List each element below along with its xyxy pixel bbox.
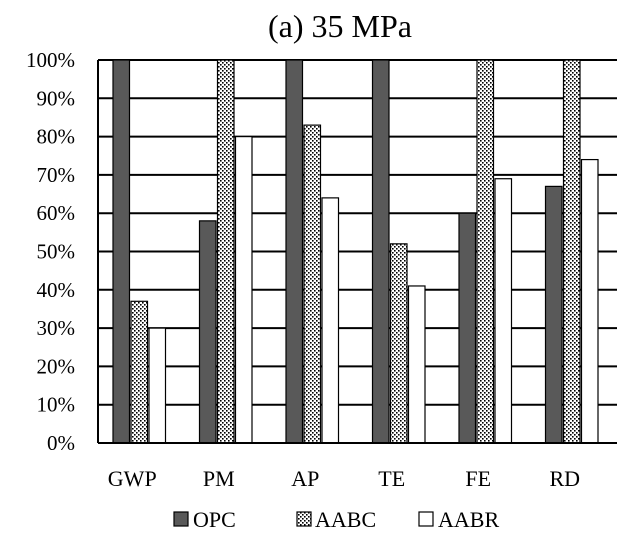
x-tick-label: GWP [108,466,157,491]
bar-aabr-fe [494,178,513,444]
y-tick-label: 80% [37,125,76,149]
bar-aabr-te [407,285,426,444]
y-tick-label: 30% [37,316,76,340]
bars [112,59,599,444]
bar-aabc-gwp [130,300,149,444]
bar-aabc-te [389,243,408,444]
bar-aabr-ap [321,197,340,444]
bar-aabc-ap [303,124,322,444]
bar-aabc-rd [562,59,581,444]
bar-opc-ap [285,59,304,444]
bar-opc-rd [544,185,563,444]
y-tick-label: 20% [37,354,76,378]
y-tick-label: 10% [37,393,76,417]
y-tick-label: 40% [37,278,76,302]
bar-aabr-pm [234,136,253,444]
legend-label-opc: OPC [193,507,236,532]
bar-aabr-gwp [148,327,167,444]
bar-opc-te [371,59,390,444]
y-tick-label: 0% [47,431,75,455]
legend: OPC AABC AABR [173,507,499,532]
legend-label-aabc: AABC [315,507,376,532]
y-tick-label: 90% [37,86,76,110]
bar-aabr-rd [580,158,599,444]
y-tick-label: 50% [37,240,76,264]
bar-aabc-fe [476,59,495,444]
legend-swatch-aabc [296,511,312,527]
x-tick-label: FE [465,466,491,491]
gridlines [98,59,617,406]
y-tick-label: 60% [37,201,76,225]
legend-label-aabr: AABR [438,507,499,532]
axes: 0% 10% 20% 30% 40% 50% 60% 70% 80% 90% 100% GWP PM AP… [26,48,617,491]
x-tick-label: TE [378,466,405,491]
x-tick-label: AP [291,466,319,491]
bar-opc-fe [458,212,477,444]
y-tick-label: 100% [26,48,75,72]
legend-swatch-opc [173,511,189,527]
legend-swatch-aabr [418,511,434,527]
bar-aabc-pm [216,59,235,444]
x-tick-label: PM [203,466,235,491]
bar-opc-pm [198,220,217,444]
bar-opc-gwp [112,59,131,444]
chart-title: (a) 35 MPa [268,8,412,44]
y-tick-label: 70% [37,163,76,187]
x-tick-label: RD [549,466,580,491]
